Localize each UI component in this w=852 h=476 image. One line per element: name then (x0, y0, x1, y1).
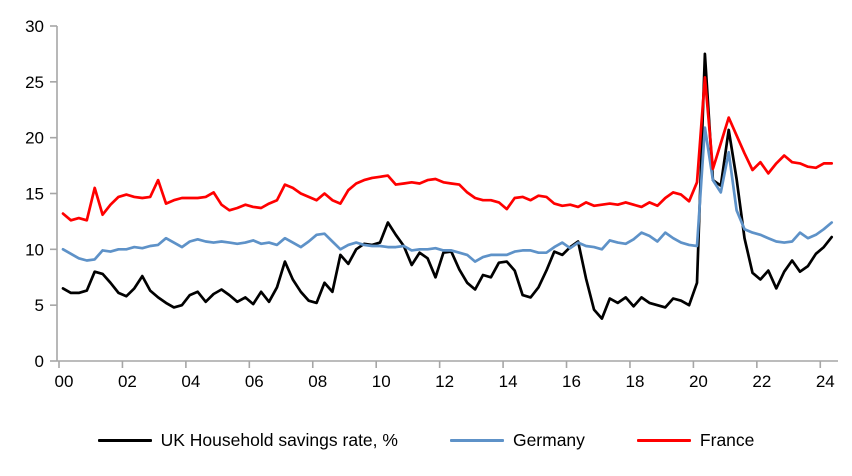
legend-label-germany: Germany (512, 430, 585, 450)
series-line-germany (61, 126, 834, 263)
x-tick-label: 04 (181, 372, 200, 391)
uk-line-swatch-icon (97, 439, 152, 442)
y-tick-label: 5 (35, 296, 44, 315)
y-tick-label: 25 (25, 73, 44, 92)
y-tick-label: 30 (25, 17, 44, 36)
y-tick-label: 0 (35, 352, 44, 371)
x-tick-label: 12 (435, 372, 454, 391)
x-tick-label: 08 (308, 372, 327, 391)
legend-label-france: France (699, 430, 755, 450)
x-tick-label: 22 (752, 372, 771, 391)
y-tick-label: 15 (25, 185, 44, 204)
y-tick-label: 20 (25, 129, 44, 148)
x-tick-label: 00 (55, 372, 74, 391)
germany-line-swatch-icon (449, 439, 504, 442)
legend-item-france: France (636, 430, 755, 451)
legend-item-germany: Germany (449, 430, 585, 451)
x-tick-label: 02 (118, 372, 137, 391)
chart-plot-area: 0 5 10 15 20 25 30 00 02 04 06 08 10 12 14 16 18 20 22 24 (25, 17, 838, 391)
legend-label-uk: UK Household savings rate, % (160, 430, 398, 450)
x-tick-label: 14 (499, 372, 518, 391)
y-tick-label: 10 (25, 240, 44, 259)
france-line-swatch-icon (636, 439, 691, 442)
chart-legend: UK Household savings rate, % Germany Fra… (0, 430, 852, 451)
x-tick-label: 18 (625, 372, 644, 391)
series-line-france (61, 76, 834, 222)
legend-item-uk: UK Household savings rate, % (97, 430, 398, 451)
x-tick-label: 24 (816, 372, 835, 391)
x-tick-label: 06 (245, 372, 264, 391)
x-tick-label: 20 (689, 372, 708, 391)
x-tick-label: 10 (372, 372, 391, 391)
x-tick-label: 16 (562, 372, 581, 391)
